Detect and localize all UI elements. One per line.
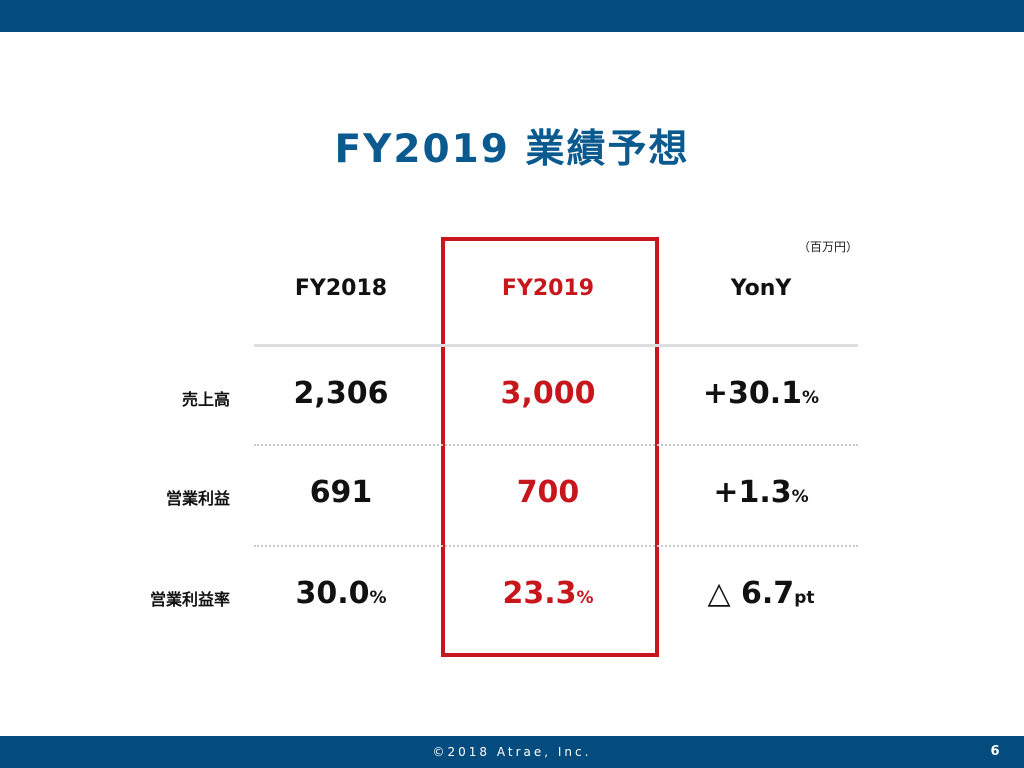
header-divider — [254, 344, 858, 347]
unit-note: （百万円） — [797, 240, 858, 254]
cell-operating-margin-fy2018: 30.0% — [295, 576, 387, 611]
bottom-bar — [0, 736, 1024, 768]
row-divider — [254, 545, 858, 547]
column-header-yony: YonY — [730, 276, 792, 301]
copyright-text: ©2018 Atrae, Inc. — [432, 745, 592, 759]
cell-sales-fy2019: 3,000 — [500, 376, 596, 411]
cell-operating-profit-yony: +1.3% — [713, 475, 809, 510]
page-title: FY2019 業績予想 — [334, 127, 690, 172]
cell-sales-fy2018: 2,306 — [293, 376, 389, 411]
cell-operating-profit-fy2018: 691 — [309, 475, 373, 510]
column-header-fy2019: FY2019 — [501, 276, 595, 301]
cell-operating-profit-fy2019: 700 — [516, 475, 580, 510]
row-divider — [254, 444, 858, 446]
cell-operating-margin-fy2019: 23.3% — [502, 576, 594, 611]
column-header-fy2018: FY2018 — [294, 276, 388, 301]
cell-operating-margin-yony: △ 6.7pt — [707, 576, 815, 611]
fy2019-highlight-box — [441, 237, 659, 657]
top-bar — [0, 0, 1024, 32]
row-label-operating-margin: 営業利益率 — [149, 590, 230, 609]
cell-sales-yony: +30.1% — [702, 376, 820, 411]
row-label-operating-profit: 営業利益 — [165, 489, 230, 508]
row-label-sales: 売上高 — [181, 390, 230, 409]
page-number: 6 — [990, 744, 1000, 759]
